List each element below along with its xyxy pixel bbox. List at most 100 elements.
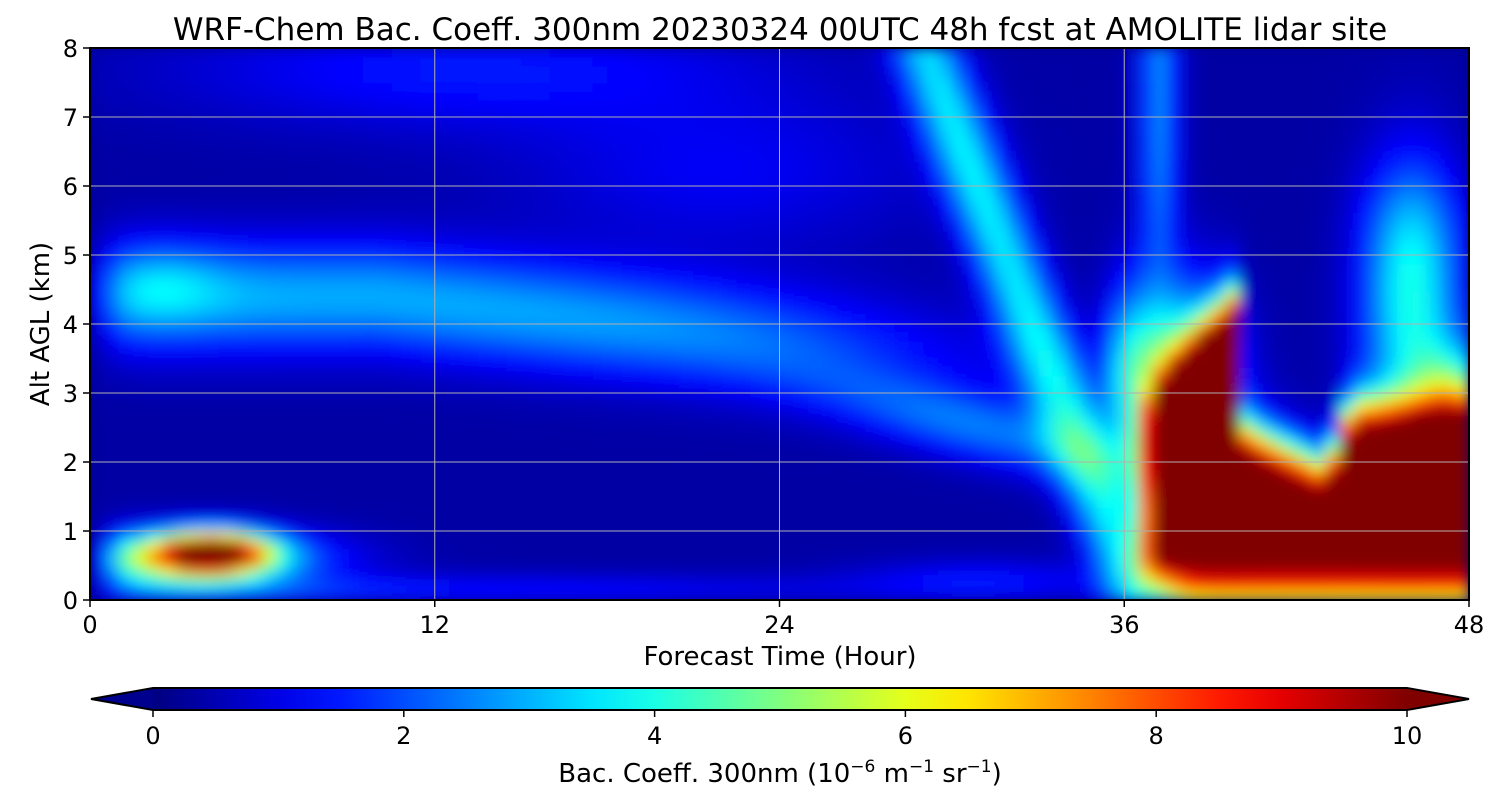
heatmap-cell	[1023, 168, 1039, 179]
heatmap-cell	[118, 539, 134, 550]
heatmap-cell	[248, 556, 264, 567]
heatmap-cell	[262, 479, 278, 489]
heatmap-cell	[994, 203, 1011, 213]
heatmap-cell	[722, 134, 738, 144]
heatmap-cell	[276, 349, 292, 360]
heatmap-cell	[779, 418, 795, 429]
heatmap-cell	[204, 565, 221, 575]
heatmap-cell	[133, 246, 149, 256]
heatmap-cell	[693, 99, 709, 110]
heatmap-cell	[865, 522, 881, 532]
heatmap-cell	[736, 349, 752, 360]
heatmap-cell	[1009, 194, 1025, 205]
heatmap-cell	[133, 168, 149, 179]
heatmap-cell	[851, 470, 867, 481]
heatmap-cell	[736, 531, 752, 541]
heatmap-cell	[1152, 56, 1169, 67]
heatmap-cell	[880, 531, 896, 541]
heatmap-cell	[650, 177, 666, 187]
heatmap-cell	[621, 548, 637, 558]
heatmap-cell	[362, 513, 379, 524]
heatmap-cell	[420, 142, 436, 153]
heatmap-cell	[678, 117, 695, 127]
heatmap-cell	[420, 531, 436, 541]
heatmap-cell	[1038, 194, 1054, 205]
heatmap-cell	[1095, 324, 1111, 334]
heatmap-cell	[1066, 246, 1082, 256]
heatmap-cell	[765, 272, 781, 282]
heatmap-cell	[434, 444, 450, 455]
heatmap-cell	[420, 108, 436, 118]
heatmap-cell	[707, 298, 723, 308]
heatmap-cell	[549, 203, 565, 213]
heatmap-cell	[233, 255, 249, 265]
heatmap-cell	[1109, 125, 1126, 136]
heatmap-cell	[793, 255, 810, 265]
heatmap-cell	[1181, 574, 1197, 584]
heatmap-cell	[650, 513, 666, 524]
heatmap-cell	[1095, 73, 1111, 84]
heatmap-cell	[722, 73, 738, 84]
heatmap-cell	[966, 556, 982, 567]
heatmap-cell	[880, 418, 896, 429]
heatmap-cell	[779, 574, 795, 584]
heatmap-cell	[564, 522, 580, 532]
heatmap-cell	[923, 591, 939, 600]
heatmap-cell	[291, 427, 307, 437]
heatmap-cell	[635, 384, 652, 394]
heatmap-cell	[506, 341, 522, 351]
heatmap-cell	[319, 427, 335, 437]
heatmap-cell	[1052, 582, 1068, 593]
heatmap-cell	[822, 99, 838, 110]
heatmap-cell	[779, 117, 795, 127]
heatmap-cell	[535, 48, 551, 58]
heatmap-cell	[664, 186, 680, 196]
heatmap-cell	[635, 298, 652, 308]
heatmap-cell	[1023, 82, 1039, 92]
heatmap-cell	[836, 393, 853, 403]
heatmap-cell	[707, 229, 723, 239]
heatmap-cell	[434, 410, 450, 420]
heatmap-cell	[951, 505, 968, 515]
heatmap-cell	[104, 56, 120, 67]
heatmap-cell	[966, 531, 982, 541]
heatmap-cell	[262, 263, 278, 274]
heatmap-cell	[434, 436, 450, 446]
heatmap-cell	[564, 418, 580, 429]
heatmap-cell	[248, 56, 264, 67]
heatmap-cell	[118, 487, 134, 498]
heatmap-cell	[305, 479, 321, 489]
heatmap-cell	[233, 186, 249, 196]
heatmap-cell	[894, 324, 910, 334]
heatmap-cell	[937, 91, 953, 101]
heatmap-cell	[836, 462, 853, 472]
heatmap-cell	[1081, 410, 1097, 420]
heatmap-cell	[564, 246, 580, 256]
heatmap-cell	[994, 56, 1011, 67]
heatmap-cell	[1023, 289, 1039, 299]
heatmap-cell	[506, 349, 522, 360]
heatmap-cell	[994, 289, 1011, 299]
heatmap-cell	[592, 65, 608, 75]
heatmap-cell	[434, 341, 450, 351]
heatmap-cell	[391, 332, 407, 343]
heatmap-cell	[621, 522, 637, 532]
heatmap-cell	[463, 289, 479, 299]
heatmap-cell	[147, 82, 163, 92]
heatmap-cell	[1196, 341, 1212, 351]
heatmap-cell	[233, 142, 249, 153]
heatmap-cell	[1138, 591, 1154, 600]
heatmap-cell	[305, 375, 321, 386]
heatmap-cell	[291, 272, 307, 282]
heatmap-cell	[434, 246, 450, 256]
heatmap-cell	[635, 203, 652, 213]
heatmap-cell	[348, 229, 364, 239]
heatmap-cell	[291, 496, 307, 506]
heatmap-cell	[578, 453, 594, 463]
heatmap-cell	[1052, 99, 1068, 110]
heatmap-cell	[161, 151, 177, 161]
heatmap-cell	[793, 246, 810, 256]
heatmap-cell	[204, 341, 221, 351]
heatmap-cell	[190, 211, 206, 222]
heatmap-cell	[880, 168, 896, 179]
